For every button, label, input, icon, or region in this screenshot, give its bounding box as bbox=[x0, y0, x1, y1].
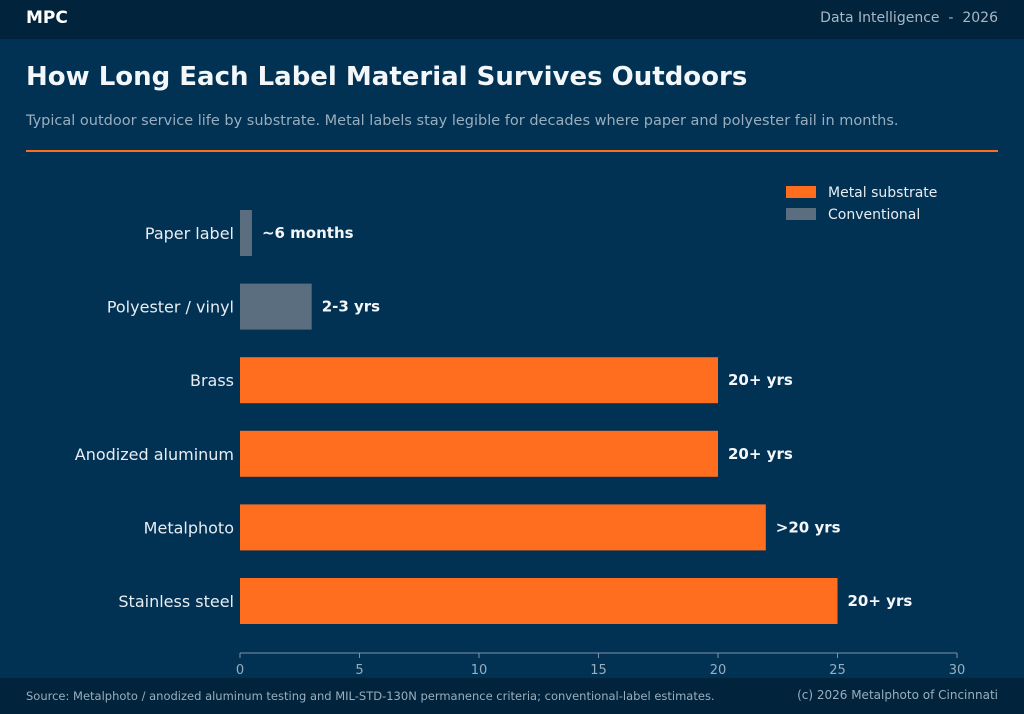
x-tick-label: 15 bbox=[590, 663, 607, 678]
x-tick-label: 20 bbox=[710, 663, 727, 678]
bar-brass bbox=[240, 357, 718, 404]
data-label: ~6 months bbox=[262, 224, 354, 242]
bar-chart: Paper label ~6 months Polyester / vinyl 2-3… bbox=[75, 185, 966, 678]
source-note: Source: Metalphoto / anodized aluminum t… bbox=[26, 689, 715, 703]
top-bar: MPC Data Intelligence - 2026 bbox=[0, 0, 1024, 39]
legend-swatch bbox=[786, 186, 816, 198]
x-tick-label: 10 bbox=[471, 663, 488, 678]
data-label: >20 yrs bbox=[776, 518, 841, 536]
legend-swatch bbox=[786, 208, 816, 220]
category-label: Paper label bbox=[145, 224, 234, 243]
legend-label: Metal substrate bbox=[828, 185, 937, 201]
category-label: Polyester / vinyl bbox=[107, 298, 234, 317]
page-title: How Long Each Label Material Survives Ou… bbox=[26, 62, 748, 92]
bar-metalphoto bbox=[240, 504, 766, 551]
category-label: Stainless steel bbox=[118, 592, 234, 611]
bar-paper-label bbox=[240, 210, 252, 256]
title-divider bbox=[26, 150, 998, 152]
data-label: 20+ yrs bbox=[728, 371, 793, 389]
category-label: Anodized aluminum bbox=[75, 445, 234, 464]
bar-stainless-steel bbox=[240, 578, 838, 624]
category-label: Metalphoto bbox=[144, 518, 234, 537]
data-label: 20+ yrs bbox=[728, 445, 793, 463]
data-label: 2-3 yrs bbox=[322, 298, 380, 316]
category-label: Brass bbox=[190, 371, 234, 390]
brand-logo-text: MPC bbox=[26, 8, 68, 28]
x-tick-label: 5 bbox=[355, 663, 363, 678]
x-tick-label: 30 bbox=[949, 663, 966, 678]
x-tick-label: 25 bbox=[829, 663, 846, 678]
page-subtitle: Typical outdoor service life by substrat… bbox=[26, 113, 899, 129]
header-right-text: Data Intelligence - 2026 bbox=[820, 10, 998, 26]
bar-anodized-aluminum bbox=[240, 430, 718, 477]
legend-label: Conventional bbox=[828, 207, 920, 223]
copyright-note: (c) 2026 Metalphoto of Cincinnati bbox=[797, 688, 998, 702]
bar-polyester-vinyl bbox=[240, 283, 312, 330]
footer-bar: Source: Metalphoto / anodized aluminum t… bbox=[0, 678, 1024, 714]
data-label: 20+ yrs bbox=[848, 592, 913, 610]
x-tick-label: 0 bbox=[236, 663, 244, 678]
